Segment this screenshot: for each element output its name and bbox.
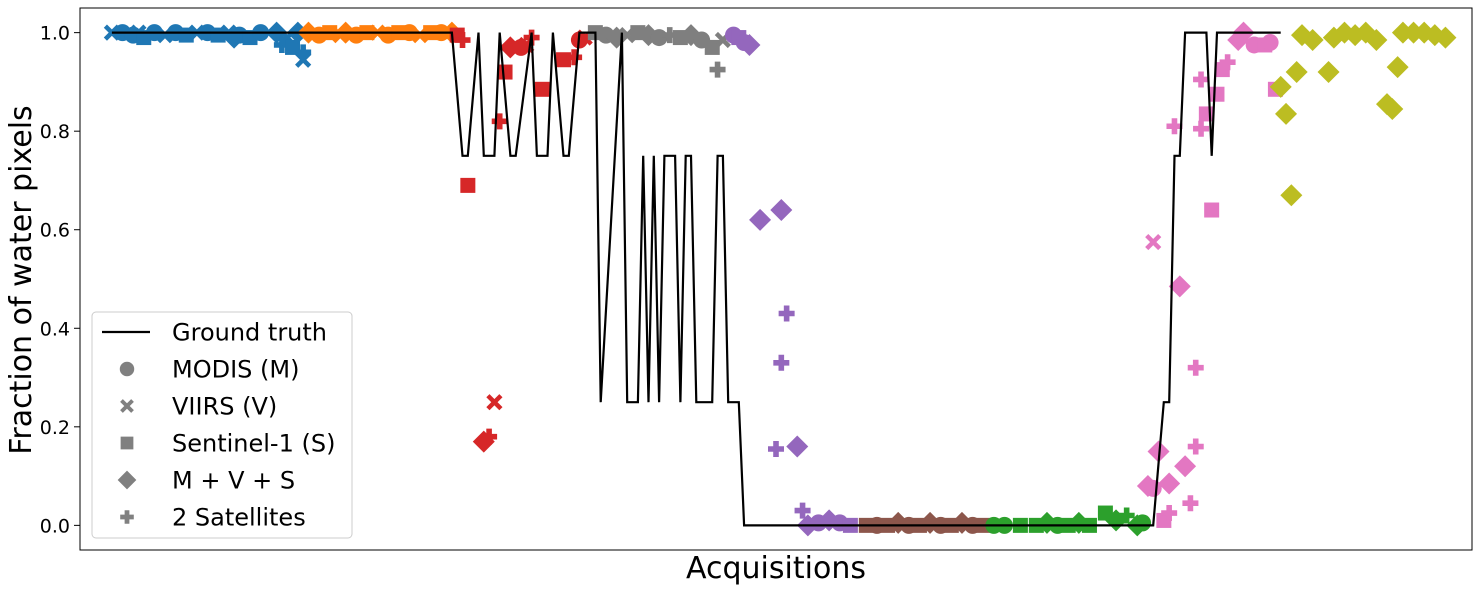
data-point	[1187, 438, 1204, 455]
legend-label: 2 Satellites	[172, 504, 306, 532]
plot-frame	[79, 7, 1473, 551]
legend-marker-diamond	[117, 470, 137, 490]
data-point	[295, 44, 312, 61]
y-tick-label: 0.0	[40, 515, 70, 537]
data-point	[1204, 202, 1220, 218]
data-point	[1227, 29, 1250, 52]
y-tick-label: 0.8	[40, 121, 70, 143]
x-axis-title: Acquisitions	[686, 551, 866, 586]
data-point	[1198, 106, 1214, 122]
legend-label: Sentinel-1 (S)	[172, 430, 335, 458]
legend-marker-circle	[119, 361, 135, 377]
data-point	[1193, 120, 1210, 137]
data-point	[738, 33, 761, 56]
ground-truth-layer	[111, 31, 1281, 527]
legend-marker-x	[120, 399, 134, 413]
data-point	[704, 39, 720, 55]
legend-box	[91, 311, 353, 539]
legend-label: MODIS (M)	[172, 356, 299, 384]
data-point	[1209, 86, 1225, 102]
data-point	[566, 49, 583, 66]
data-point	[1301, 29, 1324, 52]
data-point	[1269, 75, 1292, 98]
data-point	[497, 64, 513, 80]
data-point	[778, 305, 795, 322]
y-tick-label: 0.6	[40, 220, 70, 242]
data-point	[768, 440, 784, 457]
data-point	[1118, 507, 1135, 524]
data-point	[1285, 61, 1308, 84]
data-point	[786, 435, 809, 458]
data-point	[1219, 54, 1236, 71]
data-point	[210, 27, 226, 43]
data-point	[1182, 495, 1199, 512]
data-point	[1145, 233, 1162, 251]
y-tick-label: 0.2	[40, 417, 70, 439]
legend-label: VIIRS (V)	[172, 393, 277, 421]
data-point	[661, 27, 678, 44]
data-point	[1434, 26, 1457, 49]
data-point	[454, 32, 471, 49]
data-point	[709, 61, 726, 78]
data-point	[486, 394, 503, 411]
data-point	[1144, 479, 1162, 497]
legend-marker-square	[120, 436, 134, 450]
data-point	[1134, 514, 1152, 532]
data-point	[1386, 56, 1409, 79]
y-axis-title: Fraction of water pixels	[4, 105, 39, 454]
data-point	[295, 51, 312, 68]
data-point	[1158, 472, 1181, 495]
data-point	[773, 354, 790, 371]
y-axis-ticks: 0.0 0.2 0.4 0.6 0.8 1.0	[40, 23, 80, 537]
legend-marker-plus	[120, 510, 134, 524]
data-point	[1168, 275, 1191, 298]
y-tick-label: 0.4	[40, 318, 70, 340]
y-tick-label: 1.0	[40, 23, 70, 45]
data-point	[178, 27, 194, 43]
data-point	[1187, 359, 1204, 376]
data-point	[1317, 61, 1340, 84]
data-point	[749, 208, 772, 231]
data-point	[770, 199, 793, 222]
data-point	[1166, 118, 1183, 135]
data-point	[1275, 102, 1298, 125]
data-point	[481, 428, 498, 445]
data-point	[1381, 98, 1404, 121]
legend-label: Ground truth	[172, 319, 327, 347]
ground-truth-line	[111, 31, 1281, 527]
data-point	[1365, 29, 1388, 52]
data-point	[794, 502, 811, 519]
legend: Ground truth MODIS (M) VIIRS (V) Sentinel-1…	[91, 311, 353, 539]
data-point	[1174, 455, 1197, 478]
data-point	[534, 81, 550, 97]
data-point	[491, 113, 508, 130]
data-point	[1261, 33, 1279, 51]
data-point	[1161, 505, 1178, 522]
data-marks	[103, 21, 1457, 537]
data-point	[1280, 184, 1303, 207]
data-point	[460, 177, 476, 193]
data-point	[1193, 71, 1210, 88]
legend-label: M + V + S	[172, 467, 295, 495]
